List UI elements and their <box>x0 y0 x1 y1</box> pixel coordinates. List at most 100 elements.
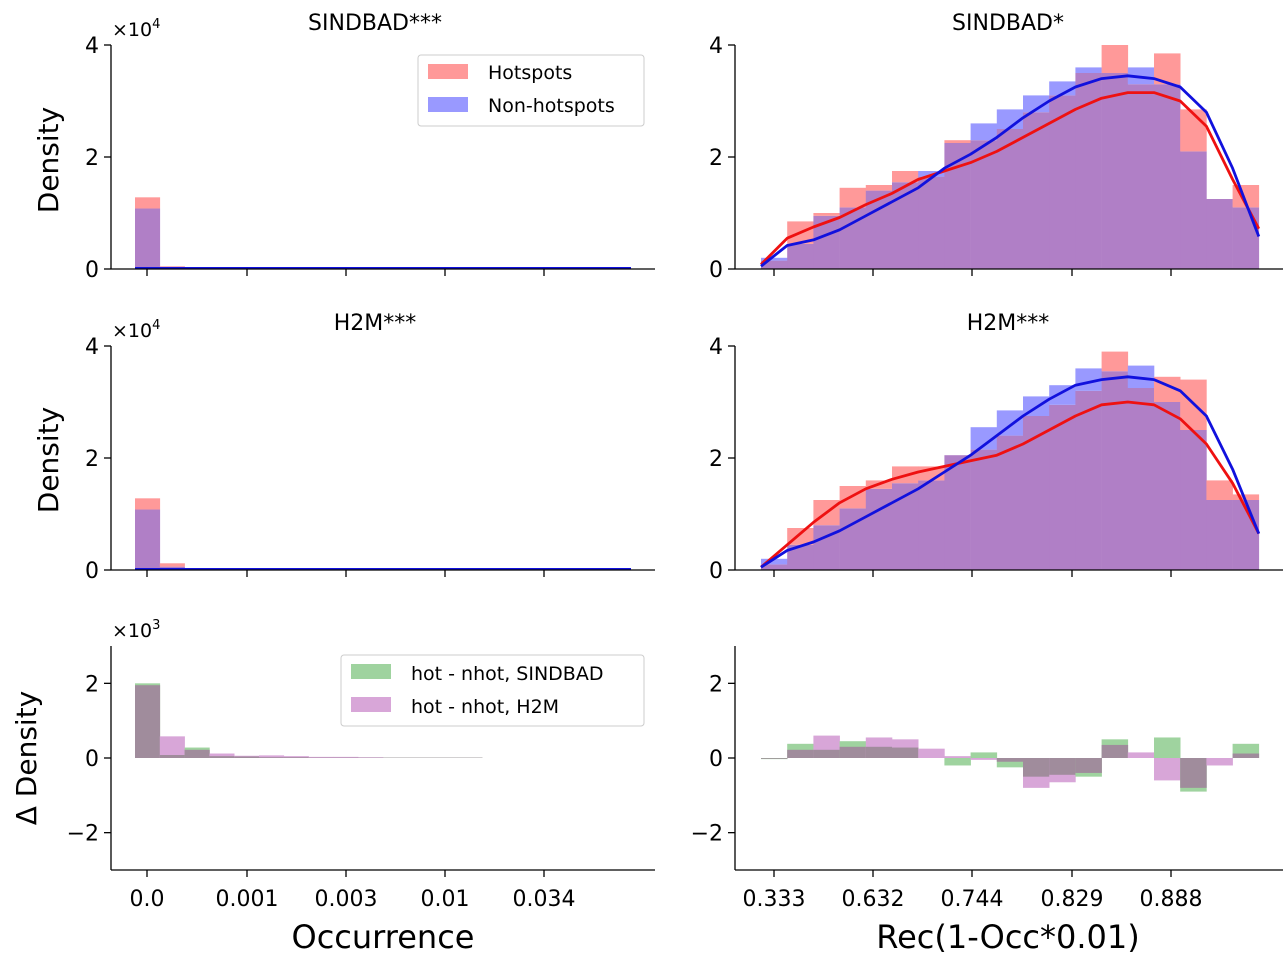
bar-overlap <box>996 129 1024 269</box>
y-tick-label: 4 <box>85 335 99 360</box>
y-tick-label: −2 <box>67 822 99 847</box>
bar-nonhotspots <box>1023 95 1050 113</box>
bar-diff-excess <box>308 756 334 758</box>
panel-title: SINDBAD*** <box>308 11 442 36</box>
bar-overlap <box>1180 151 1207 269</box>
bar-diff-excess <box>1127 752 1155 758</box>
panel-delta-occurrence: Δ Density ×103 Occurrence −2 0 2 0.0 0.001 0.… <box>10 618 655 956</box>
y-tick-label: 2 <box>709 672 723 697</box>
panel-sindbad-rec: SINDBAD* 0 2 4 <box>709 11 1283 283</box>
bar-diff-sindbad <box>970 752 998 758</box>
bar-diff-overlap <box>1232 753 1260 758</box>
bar-overlap <box>1154 84 1181 269</box>
legend-swatch-hotspots <box>428 64 468 79</box>
bar-diff-overlap <box>1023 758 1050 777</box>
line-hotspots <box>760 400 1261 569</box>
y-tick-label: 0 <box>709 559 723 584</box>
bar-diff-overlap <box>787 749 814 758</box>
x-tick-label: 0.829 <box>1041 887 1104 912</box>
bar-diff-overlap <box>1180 758 1207 788</box>
bar-hotspots <box>1232 494 1260 500</box>
bar-diff-excess <box>918 748 945 758</box>
bar-diff-overlap <box>892 747 919 758</box>
x-tick-label: 0.0 <box>130 887 165 912</box>
y-axis-label: Δ Density <box>10 691 43 826</box>
bar-diff-overlap <box>234 756 260 758</box>
bar-hotspots <box>135 498 161 510</box>
bar-overlap <box>761 564 788 570</box>
bar-diff-excess <box>159 736 185 758</box>
bar-diff-excess <box>209 753 235 758</box>
panel-delta-rec: Rec(1-Occ*0.01) −2 0 2 0.333 0.632 0.744 0.829… <box>691 646 1283 956</box>
bar-diff-overlap <box>1101 744 1129 758</box>
bar-nonhotspots <box>1127 365 1155 388</box>
bar-hotspots <box>892 171 919 183</box>
legend-frame <box>417 54 645 127</box>
bar-hotspots <box>135 197 161 209</box>
legend-hotspots: Hotspots Non-hotspots <box>417 54 645 127</box>
bar-diff-overlap <box>159 755 185 758</box>
panel-h2m-rec: H2M*** 0 2 4 <box>709 311 1283 584</box>
bar-overlap <box>1075 73 1102 269</box>
y-tick-label: 0 <box>85 559 99 584</box>
bar-diff-excess <box>333 756 359 758</box>
bar-diff-overlap <box>865 746 893 758</box>
bar-overlap <box>996 435 1024 570</box>
bar-overlap <box>1232 207 1260 269</box>
bar-diff-overlap <box>839 746 867 758</box>
legend-differences: hot - nhot, SINDBAD hot - nhot, H2M <box>340 654 645 727</box>
bar-hotspots <box>1101 351 1129 372</box>
legend-swatch-sindbad <box>351 664 391 679</box>
x-tick-label: 0.632 <box>842 887 905 912</box>
x-tick-label: 0.001 <box>216 887 279 912</box>
bar-overlap <box>1180 430 1207 570</box>
bar-overlap <box>787 243 814 269</box>
legend-swatch-h2m <box>351 697 391 712</box>
bar-diff-overlap <box>996 758 1024 762</box>
x-tick-label: 0.333 <box>743 887 806 912</box>
bar-overlap <box>1127 388 1155 570</box>
x-tick-label: 0.003 <box>315 887 378 912</box>
bar-diff-overlap <box>813 749 840 758</box>
y-tick-label: 2 <box>85 672 99 697</box>
bar-overlap <box>1154 402 1181 570</box>
x-axis-label: Rec(1-Occ*0.01) <box>876 918 1139 956</box>
bar-diff-sindbad <box>1154 737 1181 758</box>
bar-overlap <box>1101 73 1129 269</box>
panel-title: H2M*** <box>334 311 417 336</box>
bar-diff-h2m <box>1154 758 1181 781</box>
bar-diff-overlap <box>761 758 788 759</box>
bar-overlap <box>813 215 840 269</box>
legend-label-nonhotspots: Non-hotspots <box>488 95 615 117</box>
bar-nonhotspots <box>1127 67 1155 85</box>
bar-overlap <box>892 483 919 570</box>
bar-overlap <box>1023 416 1050 570</box>
bar-overlap <box>918 176 945 269</box>
legend-frame <box>340 654 645 727</box>
bar-diff-excess <box>259 755 285 758</box>
bar-diff-overlap <box>184 749 210 758</box>
bar-hotspots <box>1180 109 1207 152</box>
legend-label-h2m: hot - nhot, H2M <box>411 696 559 718</box>
bar-diff-overlap <box>283 757 309 758</box>
bar-overlap <box>1206 199 1233 269</box>
y-axis-label: Density <box>32 107 65 213</box>
x-axis-label: Occurrence <box>292 918 475 956</box>
bar-hotspots <box>944 140 971 143</box>
x-tick-label: 0.034 <box>513 887 576 912</box>
y-scale-label: ×104 <box>112 318 160 342</box>
x-tick-label: 0.744 <box>941 887 1004 912</box>
panel-title: H2M*** <box>967 311 1050 336</box>
x-tick-label: 0.888 <box>1140 887 1203 912</box>
bar-hotspots <box>1206 480 1233 500</box>
bar-diff-h2m <box>944 756 971 758</box>
y-tick-label: 0 <box>85 747 99 772</box>
x-tick-label: 0.01 <box>421 887 470 912</box>
y-tick-label: 2 <box>709 447 723 472</box>
bar-nonhotspots <box>970 123 998 141</box>
panel-h2m-occurrence: H2M*** Density ×104 0 2 4 <box>32 311 655 584</box>
bar-diff-overlap <box>259 757 285 758</box>
bar-overlap <box>1023 112 1050 269</box>
bar-diff-overlap <box>135 685 161 758</box>
legend-label-hotspots: Hotspots <box>488 62 572 84</box>
